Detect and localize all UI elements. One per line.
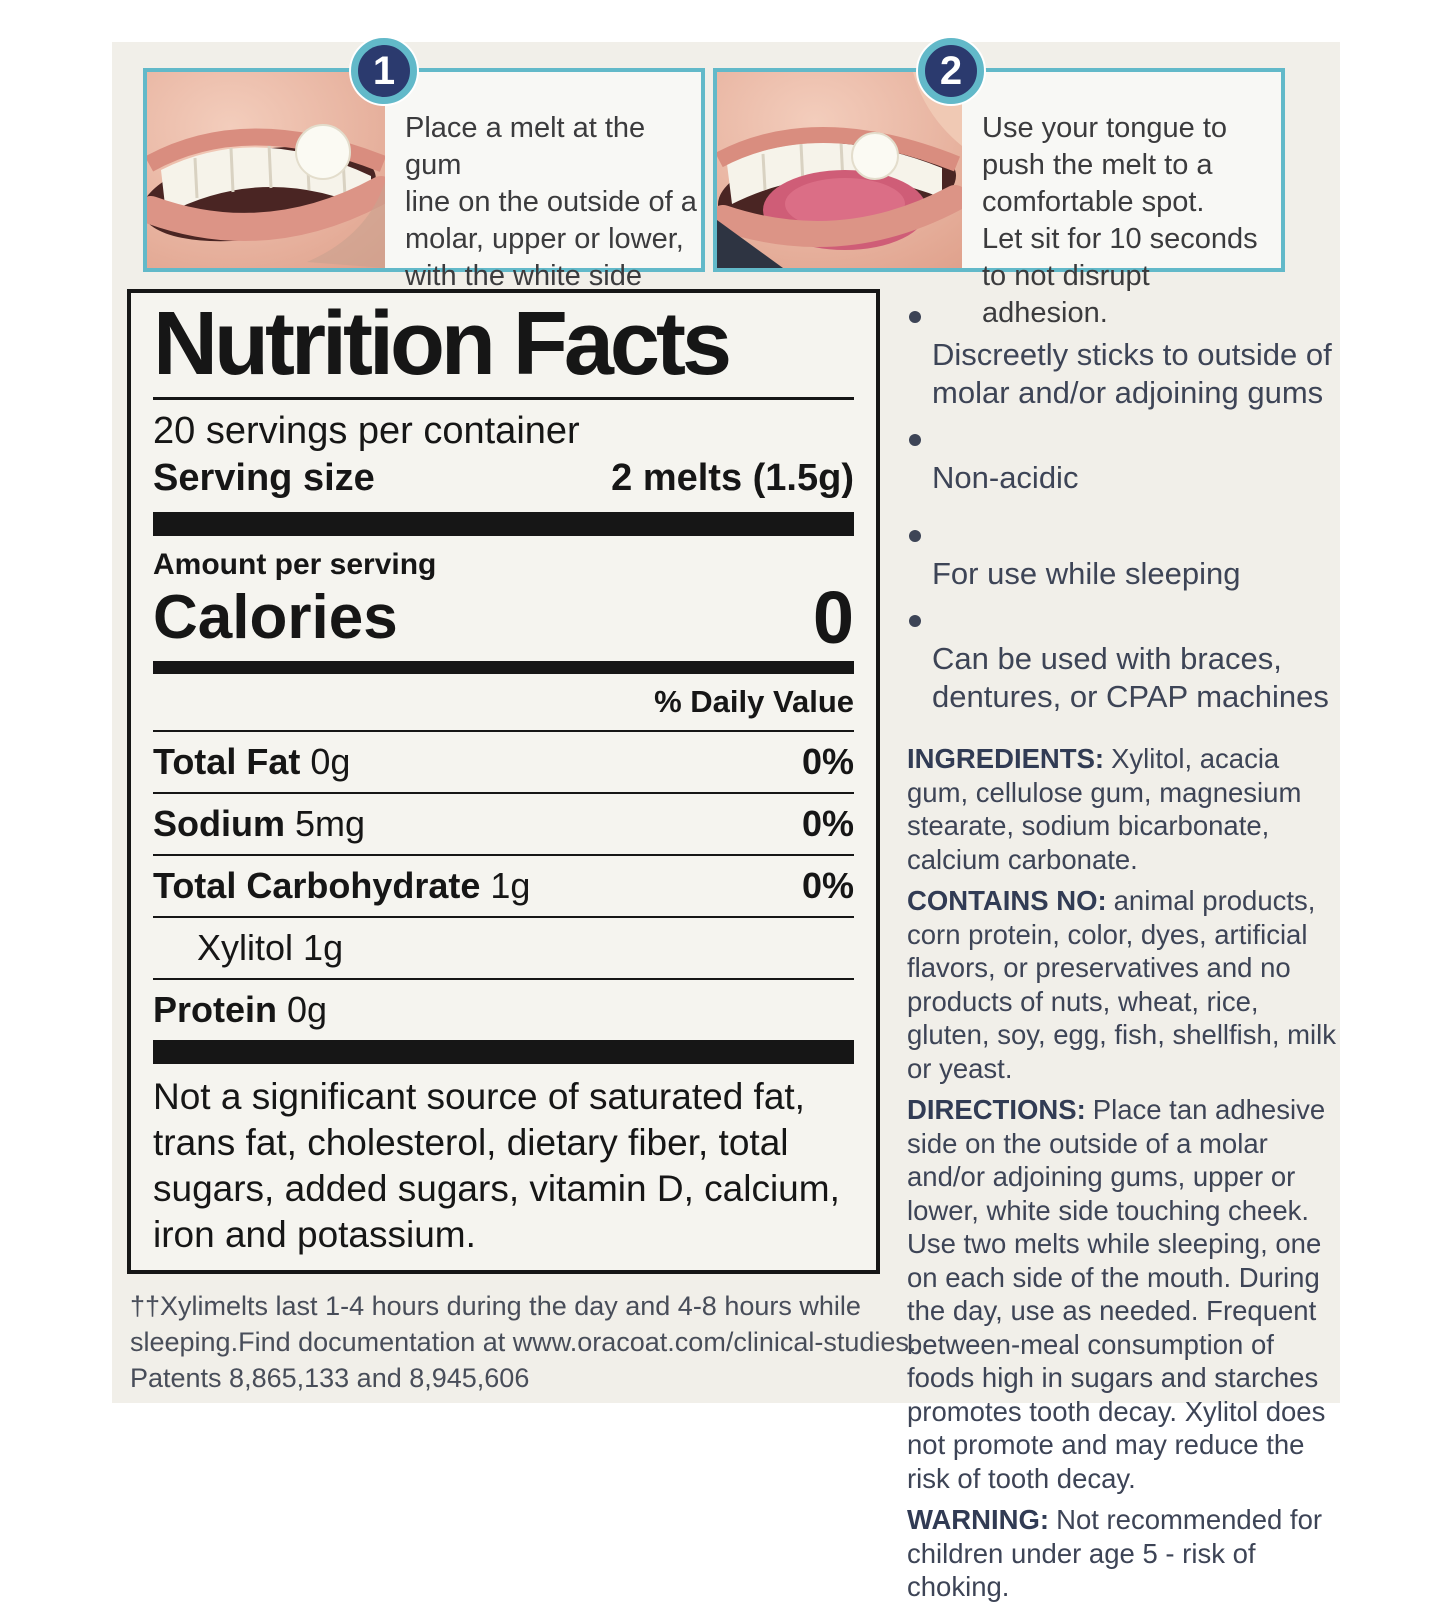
- bullet-icon: [909, 434, 921, 446]
- nutrient-row-total-carbohydrate: Total Carbohydrate 1g 0%: [153, 856, 854, 919]
- not-significant-source-note: Not a significant source of saturated fa…: [153, 1076, 840, 1256]
- daily-value-header: % Daily Value: [153, 674, 854, 733]
- divider-thick-bar: [153, 1040, 854, 1065]
- directions-section: DIRECTIONS: Place tan adhesive side on th…: [907, 1093, 1345, 1495]
- bullet-icon: [909, 530, 921, 542]
- nutrient-label: Total Carbohydrate: [153, 865, 481, 907]
- package-back-panel: Place a melt at the gum line on the outs…: [112, 38, 1340, 1602]
- ingredients-text: Xylitol, acacia gum, cellulose gum, magn…: [907, 743, 1302, 875]
- contains-no-heading: CONTAINS NO:: [907, 885, 1107, 916]
- nutrient-row-total-fat: Total Fat 0g 0%: [153, 732, 854, 795]
- warning-section: WARNING: Not recommended for children und…: [907, 1503, 1345, 1604]
- mouth-photo-step-1: [147, 72, 385, 268]
- calories-value: 0: [812, 575, 854, 659]
- bullet-icon: [909, 311, 921, 323]
- calories-label: Calories: [153, 582, 398, 652]
- benefit-bullet-sticks: Discreetly sticks to outside of molar an…: [907, 298, 1345, 412]
- benefit-text: Can be used with braces, dentures, or CP…: [932, 641, 1329, 714]
- benefit-text: Non-acidic: [932, 460, 1079, 495]
- ingredients-heading: INGREDIENTS:: [907, 743, 1105, 774]
- nutrient-amount: 1g: [303, 927, 344, 969]
- ingredients-section: INGREDIENTS: Xylitol, acacia gum, cellulo…: [907, 742, 1345, 876]
- nutrient-label: Xylitol: [197, 927, 294, 969]
- divider-thick-bar: [153, 511, 854, 536]
- nutrition-facts-title: Nutrition Facts: [153, 298, 854, 400]
- benefit-bullet-non-acidic: Non-acidic: [907, 421, 1345, 497]
- product-info-column: Discreetly sticks to outside of molar an…: [907, 298, 1345, 1604]
- contains-no-section: CONTAINS NO: animal products, corn protei…: [907, 884, 1345, 1085]
- directions-text: Place tan adhesive side on the outside o…: [907, 1094, 1326, 1494]
- serving-size-label: Serving size: [153, 456, 375, 499]
- benefit-text: Discreetly sticks to outside of molar an…: [932, 337, 1332, 410]
- step-2-number-badge: 2: [918, 38, 984, 104]
- serving-size-row: Serving size 2 melts (1.5g): [153, 455, 854, 512]
- nutrient-label: Sodium: [153, 803, 285, 845]
- nutrient-row-xylitol: Xylitol 1g: [153, 918, 854, 981]
- nutrient-daily-value: 0%: [801, 803, 854, 845]
- nutrient-daily-value: 0%: [801, 865, 854, 907]
- instruction-step-2: Use your tongue to push the melt to a co…: [713, 68, 1285, 329]
- step-1-instruction-text: Place a melt at the gum line on the outs…: [405, 112, 697, 329]
- divider-medium-bar: [153, 661, 854, 675]
- instruction-step-1: Place a melt at the gum line on the outs…: [143, 68, 705, 329]
- benefit-bullet-braces: Can be used with braces, dentures, or CP…: [907, 602, 1345, 716]
- nutrient-label: Total Fat: [153, 741, 301, 783]
- bullet-icon: [909, 615, 921, 627]
- nutrient-amount: 0g: [287, 989, 328, 1031]
- nutrient-row-protein: Protein 0g: [153, 980, 854, 1040]
- amount-per-serving-label: Amount per serving: [153, 547, 437, 581]
- nutrient-amount: 5mg: [295, 803, 366, 845]
- clinical-footnote: ††Xylimelts last 1-4 hours during the da…: [130, 1291, 917, 1393]
- servings-per-container: 20 servings per container: [153, 409, 580, 452]
- serving-size-value: 2 melts (1.5g): [611, 456, 854, 499]
- nutrient-amount: 1g: [490, 865, 531, 907]
- nutrient-daily-value: 0%: [801, 741, 854, 783]
- benefit-text: For use while sleeping: [932, 556, 1241, 591]
- nutrient-label: Protein: [153, 989, 278, 1031]
- nutrient-row-sodium: Sodium 5mg 0%: [153, 794, 854, 857]
- calories-row: Calories 0: [153, 575, 854, 661]
- mouth-photo-step-2: [717, 72, 962, 268]
- warning-heading: WARNING:: [907, 1504, 1050, 1535]
- info-sections: INGREDIENTS: Xylitol, acacia gum, cellulo…: [907, 742, 1345, 1604]
- nutrition-facts-panel: Nutrition Facts 20 servings per containe…: [127, 289, 880, 1274]
- step-1-number-badge: 1: [351, 38, 417, 104]
- benefit-bullet-sleeping: For use while sleeping: [907, 517, 1345, 593]
- contains-no-text: animal products, corn protein, color, dy…: [907, 885, 1336, 1084]
- step-2-instruction-text: Use your tongue to push the melt to a co…: [982, 112, 1258, 329]
- directions-heading: DIRECTIONS:: [907, 1094, 1086, 1125]
- nutrient-amount: 0g: [310, 741, 351, 783]
